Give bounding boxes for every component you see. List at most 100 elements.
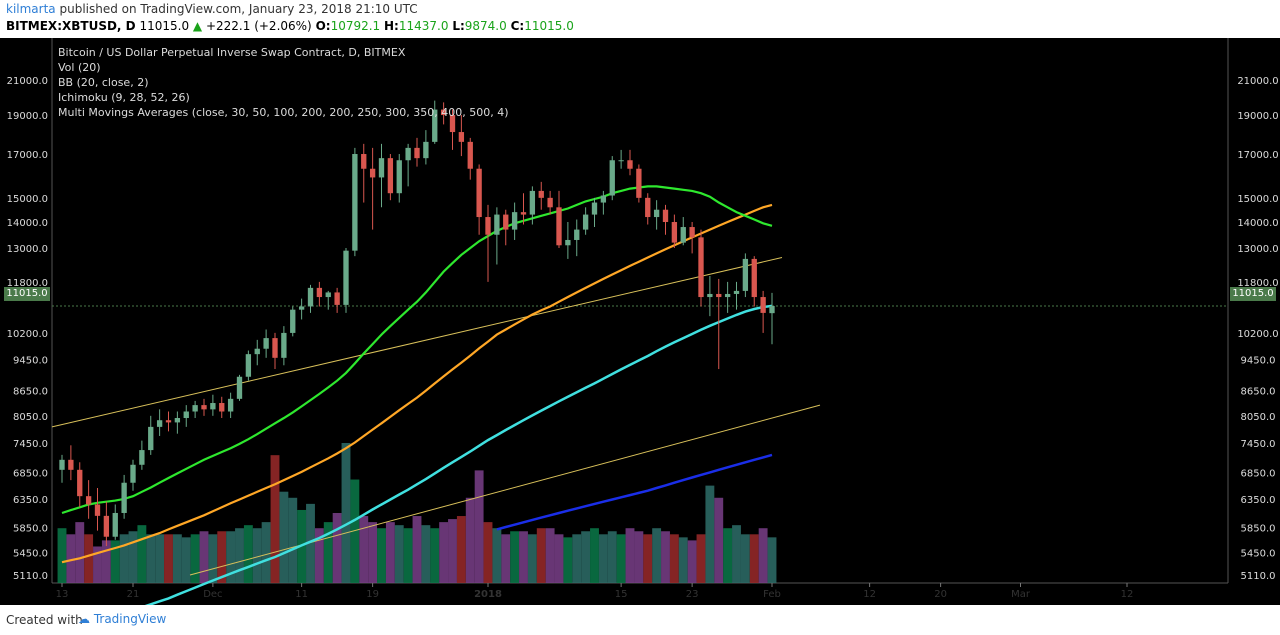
candle-body <box>760 297 766 313</box>
candle-body <box>414 147 420 159</box>
volume-bar <box>226 531 236 583</box>
y-tick-label-left: 7450.0 <box>13 439 48 450</box>
candle-body <box>236 376 243 399</box>
candle-body <box>183 411 189 419</box>
candle-body <box>290 309 296 333</box>
volume-bar <box>288 497 298 583</box>
candle-body <box>156 420 163 427</box>
x-tick-label: 19 <box>366 589 379 600</box>
volume-bar <box>554 534 564 583</box>
volume-bar <box>394 525 404 583</box>
y-tick-label-left: 19000.0 <box>7 111 48 122</box>
y-tick-label-right: 10200.0 <box>1237 329 1278 340</box>
tradingview-brand: TradingView <box>93 612 167 626</box>
y-tick-label-left: 14000.0 <box>7 218 48 229</box>
volume-bar <box>252 528 262 583</box>
symbol-name: BITMEX:XBTUSD, D <box>6 19 136 33</box>
last-price: 11015.0 <box>139 19 190 33</box>
candle-body <box>432 109 438 142</box>
candle-body <box>440 109 447 116</box>
x-tick-label: 12 <box>863 589 876 600</box>
candle-body <box>210 403 216 410</box>
candle-body <box>449 115 456 133</box>
x-tick-label: 21 <box>127 589 140 600</box>
volume-bar <box>634 531 644 583</box>
volume-bar <box>270 455 280 583</box>
candle-body <box>298 306 305 310</box>
volume-bar <box>740 534 750 583</box>
y-tick-label-right: 8050.0 <box>1241 412 1276 423</box>
volume-bar <box>767 537 777 583</box>
y-tick-label-left: 5450.0 <box>13 548 48 559</box>
created-with-text: Created with <box>6 613 83 627</box>
low-label: L: <box>452 19 465 33</box>
candle-body <box>662 209 669 223</box>
x-tick-label: 15 <box>615 589 628 600</box>
y-tick-label-right: 19000.0 <box>1237 111 1278 122</box>
y-tick-label-right: 7450.0 <box>1241 439 1276 450</box>
volume-bar <box>243 525 253 583</box>
candle-body <box>59 459 65 470</box>
candle-body <box>316 287 323 298</box>
volume-bar <box>652 528 662 583</box>
candle-body <box>165 420 172 423</box>
symbol-line: BITMEX:XBTUSD, D 11015.0 ▲ +222.1 (+2.06… <box>6 19 574 33</box>
y-tick-label-right: 11800.0 <box>1237 278 1278 289</box>
candle-body <box>591 202 598 215</box>
tradingview-logo[interactable]: ☁ TradingView <box>78 612 166 626</box>
volume-bar <box>669 534 679 583</box>
legend-bollinger: BB (20, close, 2) <box>58 76 149 89</box>
volume-bar <box>705 485 715 583</box>
volume-bar <box>732 525 741 583</box>
y-tick-label-right: 13000.0 <box>1237 244 1278 255</box>
volume-bar <box>696 534 706 583</box>
y-tick-label-left: 9450.0 <box>13 356 48 367</box>
candle-body <box>689 227 695 238</box>
author-link[interactable]: kilmarta <box>6 2 56 16</box>
y-tick-label-left: 10200.0 <box>7 329 48 340</box>
last-price-badge-right: 11015.0 <box>1230 287 1276 301</box>
candle-body <box>724 293 731 298</box>
publish-text: published on TradingView.com, January 23… <box>59 2 418 16</box>
candle-body <box>378 158 385 178</box>
x-tick-label: 23 <box>686 589 699 600</box>
volume-bar <box>421 525 431 583</box>
candle-body <box>405 147 411 161</box>
candle-body <box>77 469 83 497</box>
volume-bar <box>545 528 555 583</box>
volume-bar <box>439 522 449 583</box>
trend-line-lower <box>189 404 821 576</box>
volume-bar <box>483 522 493 583</box>
candle-body <box>511 212 518 230</box>
volume-bar <box>261 522 271 583</box>
price-chart[interactable]: 21000.0 21000.0 19000.0 19000.0 17000.0 17000… <box>0 0 1280 605</box>
candle-body <box>139 450 145 465</box>
volume-bar <box>448 519 457 583</box>
candle-body <box>201 405 207 410</box>
volume-bar <box>75 522 85 583</box>
candle-body <box>307 287 314 307</box>
trend-line-upper <box>51 257 783 428</box>
volume-bar <box>323 522 333 583</box>
volume-bar <box>155 534 165 583</box>
candle-body <box>609 160 615 196</box>
legend-title: Bitcoin / US Dollar Perpetual Inverse Sw… <box>58 46 406 59</box>
candle-body <box>503 214 509 230</box>
candle-body <box>680 227 686 243</box>
candle-body <box>671 222 678 243</box>
volume-bar <box>616 534 626 583</box>
volume-bar <box>492 528 502 583</box>
candle-body <box>103 515 110 537</box>
volume-bar <box>598 534 608 583</box>
volume-bar <box>137 525 147 583</box>
footer-bar <box>0 605 1280 635</box>
volume-bar <box>474 470 484 583</box>
x-tick-label: 2018 <box>474 589 502 600</box>
candle-body <box>361 154 367 169</box>
volume-bar <box>306 503 315 583</box>
volume-bar <box>110 540 120 583</box>
y-tick-label-right: 6350.0 <box>1241 495 1276 506</box>
y-tick-label-left: 5110.0 <box>13 571 48 582</box>
candle-body <box>281 332 287 358</box>
candle-body <box>94 504 101 516</box>
